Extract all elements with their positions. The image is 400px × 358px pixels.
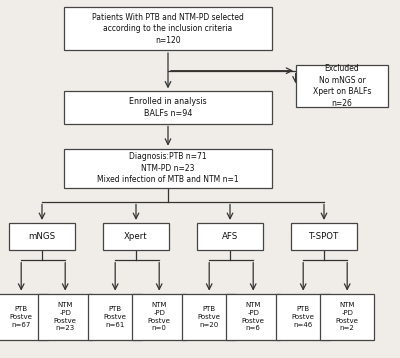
FancyBboxPatch shape <box>291 223 357 250</box>
Text: Excluded
No mNGS or
Xpert on BALFs
n=26: Excluded No mNGS or Xpert on BALFs n=26 <box>313 64 371 108</box>
Text: mNGS: mNGS <box>28 232 56 241</box>
Text: NTM
-PD
Postve
n=0: NTM -PD Postve n=0 <box>148 302 171 332</box>
Text: PTB
Postve
n=67: PTB Postve n=67 <box>10 306 33 328</box>
FancyBboxPatch shape <box>9 223 75 250</box>
Text: AFS: AFS <box>222 232 238 241</box>
Text: NTM
-PD
Postve
n=2: NTM -PD Postve n=2 <box>336 302 359 332</box>
Text: PTB
Postve
n=61: PTB Postve n=61 <box>104 306 127 328</box>
Text: NTM
-PD
Postve
n=23: NTM -PD Postve n=23 <box>54 302 77 332</box>
FancyBboxPatch shape <box>296 65 388 107</box>
FancyBboxPatch shape <box>88 294 142 340</box>
FancyBboxPatch shape <box>64 149 272 188</box>
FancyBboxPatch shape <box>320 294 374 340</box>
Text: Diagnosis:PTB n=71
NTM-PD n=23
Mixed infection of MTB and NTM n=1: Diagnosis:PTB n=71 NTM-PD n=23 Mixed inf… <box>97 152 239 184</box>
Text: PTB
Postve
n=46: PTB Postve n=46 <box>292 306 315 328</box>
Text: T-SPOT: T-SPOT <box>309 232 339 241</box>
FancyBboxPatch shape <box>132 294 186 340</box>
FancyBboxPatch shape <box>64 91 272 124</box>
FancyBboxPatch shape <box>38 294 92 340</box>
FancyBboxPatch shape <box>182 294 236 340</box>
Text: NTM
-PD
Postve
n=6: NTM -PD Postve n=6 <box>242 302 265 332</box>
FancyBboxPatch shape <box>226 294 280 340</box>
Text: Enrolled in analysis
BALFs n=94: Enrolled in analysis BALFs n=94 <box>129 97 207 118</box>
FancyBboxPatch shape <box>197 223 263 250</box>
FancyBboxPatch shape <box>276 294 330 340</box>
Text: Xpert: Xpert <box>124 232 148 241</box>
Text: PTB
Postve
n=20: PTB Postve n=20 <box>198 306 221 328</box>
FancyBboxPatch shape <box>64 7 272 50</box>
FancyBboxPatch shape <box>103 223 169 250</box>
Text: Patients With PTB and NTM-PD selected
according to the inclusion criteria
n=120: Patients With PTB and NTM-PD selected ac… <box>92 13 244 45</box>
FancyBboxPatch shape <box>0 294 48 340</box>
